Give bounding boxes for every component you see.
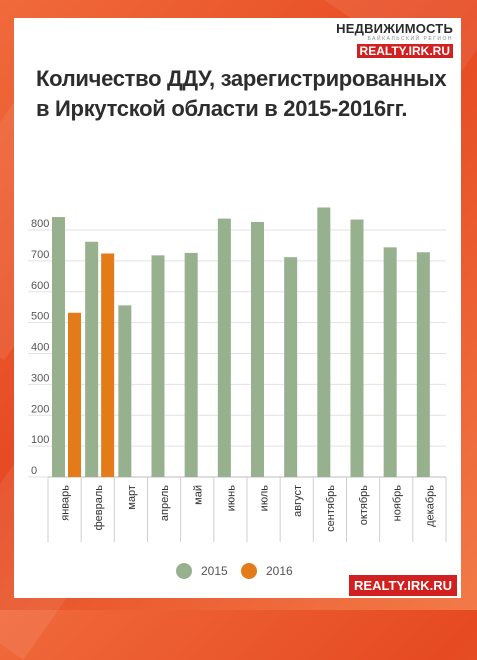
bar-2015 — [416, 252, 430, 477]
legend-label-2015: 2015 — [201, 564, 228, 578]
x-tick-label: декабрь — [424, 485, 436, 527]
y-tick-label: 100 — [31, 434, 49, 446]
bar-2015 — [184, 252, 198, 477]
bar-2015 — [118, 305, 132, 477]
y-tick-label: 600 — [31, 280, 49, 292]
x-tick-label: октябрь — [358, 485, 370, 525]
y-tick-label: 700 — [31, 249, 49, 261]
bar-2015 — [151, 255, 165, 477]
y-tick-label: 0 — [31, 465, 37, 477]
y-tick-label: 500 — [31, 311, 49, 323]
x-tick-label: февраль — [93, 485, 105, 531]
legend-item-2016: 2016 — [241, 563, 293, 579]
bar-2015 — [251, 222, 264, 477]
logo-title: НЕДВИЖИМОСТЬ — [336, 21, 453, 36]
bar-2015 — [217, 218, 231, 477]
x-tick-label: март — [126, 485, 138, 510]
x-tick-label: сентябрь — [325, 485, 337, 532]
legend-swatch-2015 — [176, 563, 192, 579]
bar-2015 — [350, 219, 364, 478]
footer-site-badge: REALTY.IRK.RU — [349, 575, 457, 596]
y-tick-label: 200 — [31, 403, 49, 415]
x-tick-label: ноябрь — [391, 485, 403, 522]
chart-title-line-1: Количество ДДУ, зарегистрированных — [36, 66, 447, 91]
logo-subtitle: байкальский регион — [367, 36, 453, 42]
x-tick-label: август — [292, 485, 304, 517]
bar-2015 — [52, 217, 65, 478]
bar-chart: 0 100 200 300 400 500 600 700 800 январь февраль ма… — [28, 207, 447, 542]
x-tick-label: июнь — [225, 485, 237, 511]
x-tick-label: май — [192, 485, 204, 505]
brand-logo: НЕДВИЖИМОСТЬ байкальский регион REALTY.I… — [336, 22, 453, 60]
bar-2015 — [284, 257, 298, 477]
bar-2015 — [383, 247, 397, 477]
y-tick-label: 300 — [31, 372, 49, 384]
x-tick-label: апрель — [159, 485, 171, 521]
chart-title: Количество ДДУ, зарегистрированных в Ирк… — [36, 64, 456, 124]
chart-legend: 2015 2016 — [0, 563, 477, 583]
chart-title-line-2: в Иркутской области в 2015-2016гг. — [36, 96, 408, 121]
x-tick-label: июль — [259, 485, 271, 512]
y-tick-label: 800 — [31, 218, 49, 230]
legend-label-2016: 2016 — [266, 564, 293, 578]
y-tick-label: 400 — [31, 342, 49, 354]
logo-site: REALTY.IRK.RU — [356, 44, 453, 58]
legend-item-2015: 2015 — [176, 563, 228, 579]
legend-swatch-2016 — [241, 563, 257, 579]
bar-2016 — [101, 253, 115, 477]
bar-2015 — [85, 241, 99, 477]
x-tick-label: январь — [60, 485, 72, 521]
bar-2015 — [317, 207, 331, 478]
bar-2016 — [68, 312, 81, 477]
